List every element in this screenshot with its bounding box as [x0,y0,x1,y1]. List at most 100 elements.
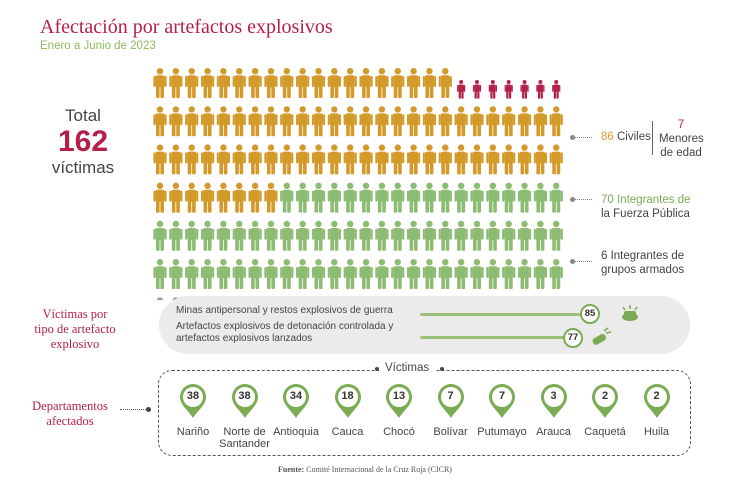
civilian-figure [264,144,278,175]
civilian-figure [248,106,262,137]
security-forces-figure [232,259,246,289]
legend-minors-label-1: Menores [659,133,704,145]
civilian-figure [422,106,437,137]
security-forces-figure [169,259,183,289]
civilian-figure [391,106,405,137]
security-forces-figure [185,220,199,251]
civilian-figure [185,182,199,213]
civilian-figure [200,144,215,175]
civilian-figure [359,106,373,137]
security-forces-figure [533,259,547,289]
security-forces-figure [327,182,341,213]
civilian-figure [185,144,199,175]
minor-figure [488,80,497,99]
civilian-figure [438,68,452,98]
security-forces-figure [359,182,373,213]
civilian-figure [549,106,563,137]
security-forces-figure [248,220,262,251]
minor-figure [536,80,545,99]
ied-value-badge: 77 [563,328,583,348]
security-forces-figure [422,182,437,213]
security-forces-figure [549,220,563,251]
mines-label: Minas antipersonal y restos explosivos d… [176,305,393,316]
ied-bar-track [420,336,575,339]
legend-armed: 6 Integrantes de grupos armados [601,249,684,277]
dept-label-1: Departamentos [32,399,108,413]
security-forces-figure [549,182,563,213]
security-forces-figure [517,182,532,213]
security-forces-figure [454,220,468,251]
civilian-figure [391,144,405,175]
dept-connector [120,409,148,410]
civilian-figure [470,144,484,175]
civilian-figure [153,68,167,98]
civilian-figure [264,106,278,137]
security-forces-figure [185,259,199,289]
civilian-figure [454,144,468,175]
security-forces-figure [502,220,516,251]
legend-dot-forces [570,197,575,202]
civilian-figure [185,106,199,137]
civilian-figure [438,106,452,137]
dept-connector-dot [146,407,151,412]
civilian-figure [185,68,199,98]
civilian-figure [327,106,341,137]
civilian-figure [232,182,246,213]
total-block: Total 162 víctimas [38,106,128,178]
legend-forces-line-2: la Fuerza Pública [601,208,690,220]
legend-civilians-label: Civiles [617,131,651,143]
civilian-figure [486,106,500,137]
civilian-figure [232,144,246,175]
civilian-figure [248,68,262,98]
dept-value: 7 [447,390,454,402]
security-forces-figure [153,220,167,251]
civilian-figure [153,106,167,137]
dept-pin [643,384,670,418]
dept-value: 18 [341,390,354,402]
civilian-figure [280,106,294,137]
security-forces-figure [343,220,357,251]
dept-name: Antioquia [273,426,319,438]
security-forces-figure [486,182,500,213]
security-forces-figure [438,259,452,289]
security-forces-figure [517,220,532,251]
civilian-figure [422,68,437,98]
source-label: Fuente: [278,465,305,474]
dept-name: Bolívar [433,426,468,438]
minor-figure [504,80,513,99]
civilian-figure [517,144,532,175]
dept-header: Víctimas [379,362,436,374]
security-forces-figure [422,259,437,289]
civilian-figure [375,68,389,98]
legend-civilians-value: 86 [601,131,614,143]
security-forces-figure [200,259,215,289]
ied-label: Artefactos explosivos de detonación cont… [176,321,393,345]
armed-group-figure [156,297,164,300]
civilian-figure [153,144,167,175]
civilian-figure [296,106,310,137]
security-forces-figure [407,259,421,289]
legend-minors-value: 7 [677,119,685,131]
civilian-figure [502,106,516,137]
civilian-figure [517,106,532,137]
security-forces-figure [216,259,230,289]
security-forces-figure [169,220,183,251]
total-value: 162 [57,125,109,158]
security-forces-figure [296,182,310,213]
dept-value: 13 [392,390,406,402]
dept-name: Norte de Santander [219,426,270,450]
security-forces-figure [296,259,310,289]
total-label: Total [65,106,101,125]
minor-figure [552,80,561,99]
civilian-figure [153,182,167,213]
source-text: Comité Internacional de la Cruz Roja (CI… [304,465,452,474]
artefact-label-2: tipo de artefacto [34,322,116,336]
dept-value: 34 [289,390,303,402]
security-forces-figure [549,259,563,289]
civilian-figure [327,144,341,175]
civilian-figure [169,68,183,98]
civilian-figure [438,144,452,175]
security-forces-figure [375,259,389,289]
security-forces-figure [407,182,421,213]
security-forces-figure [375,220,389,251]
